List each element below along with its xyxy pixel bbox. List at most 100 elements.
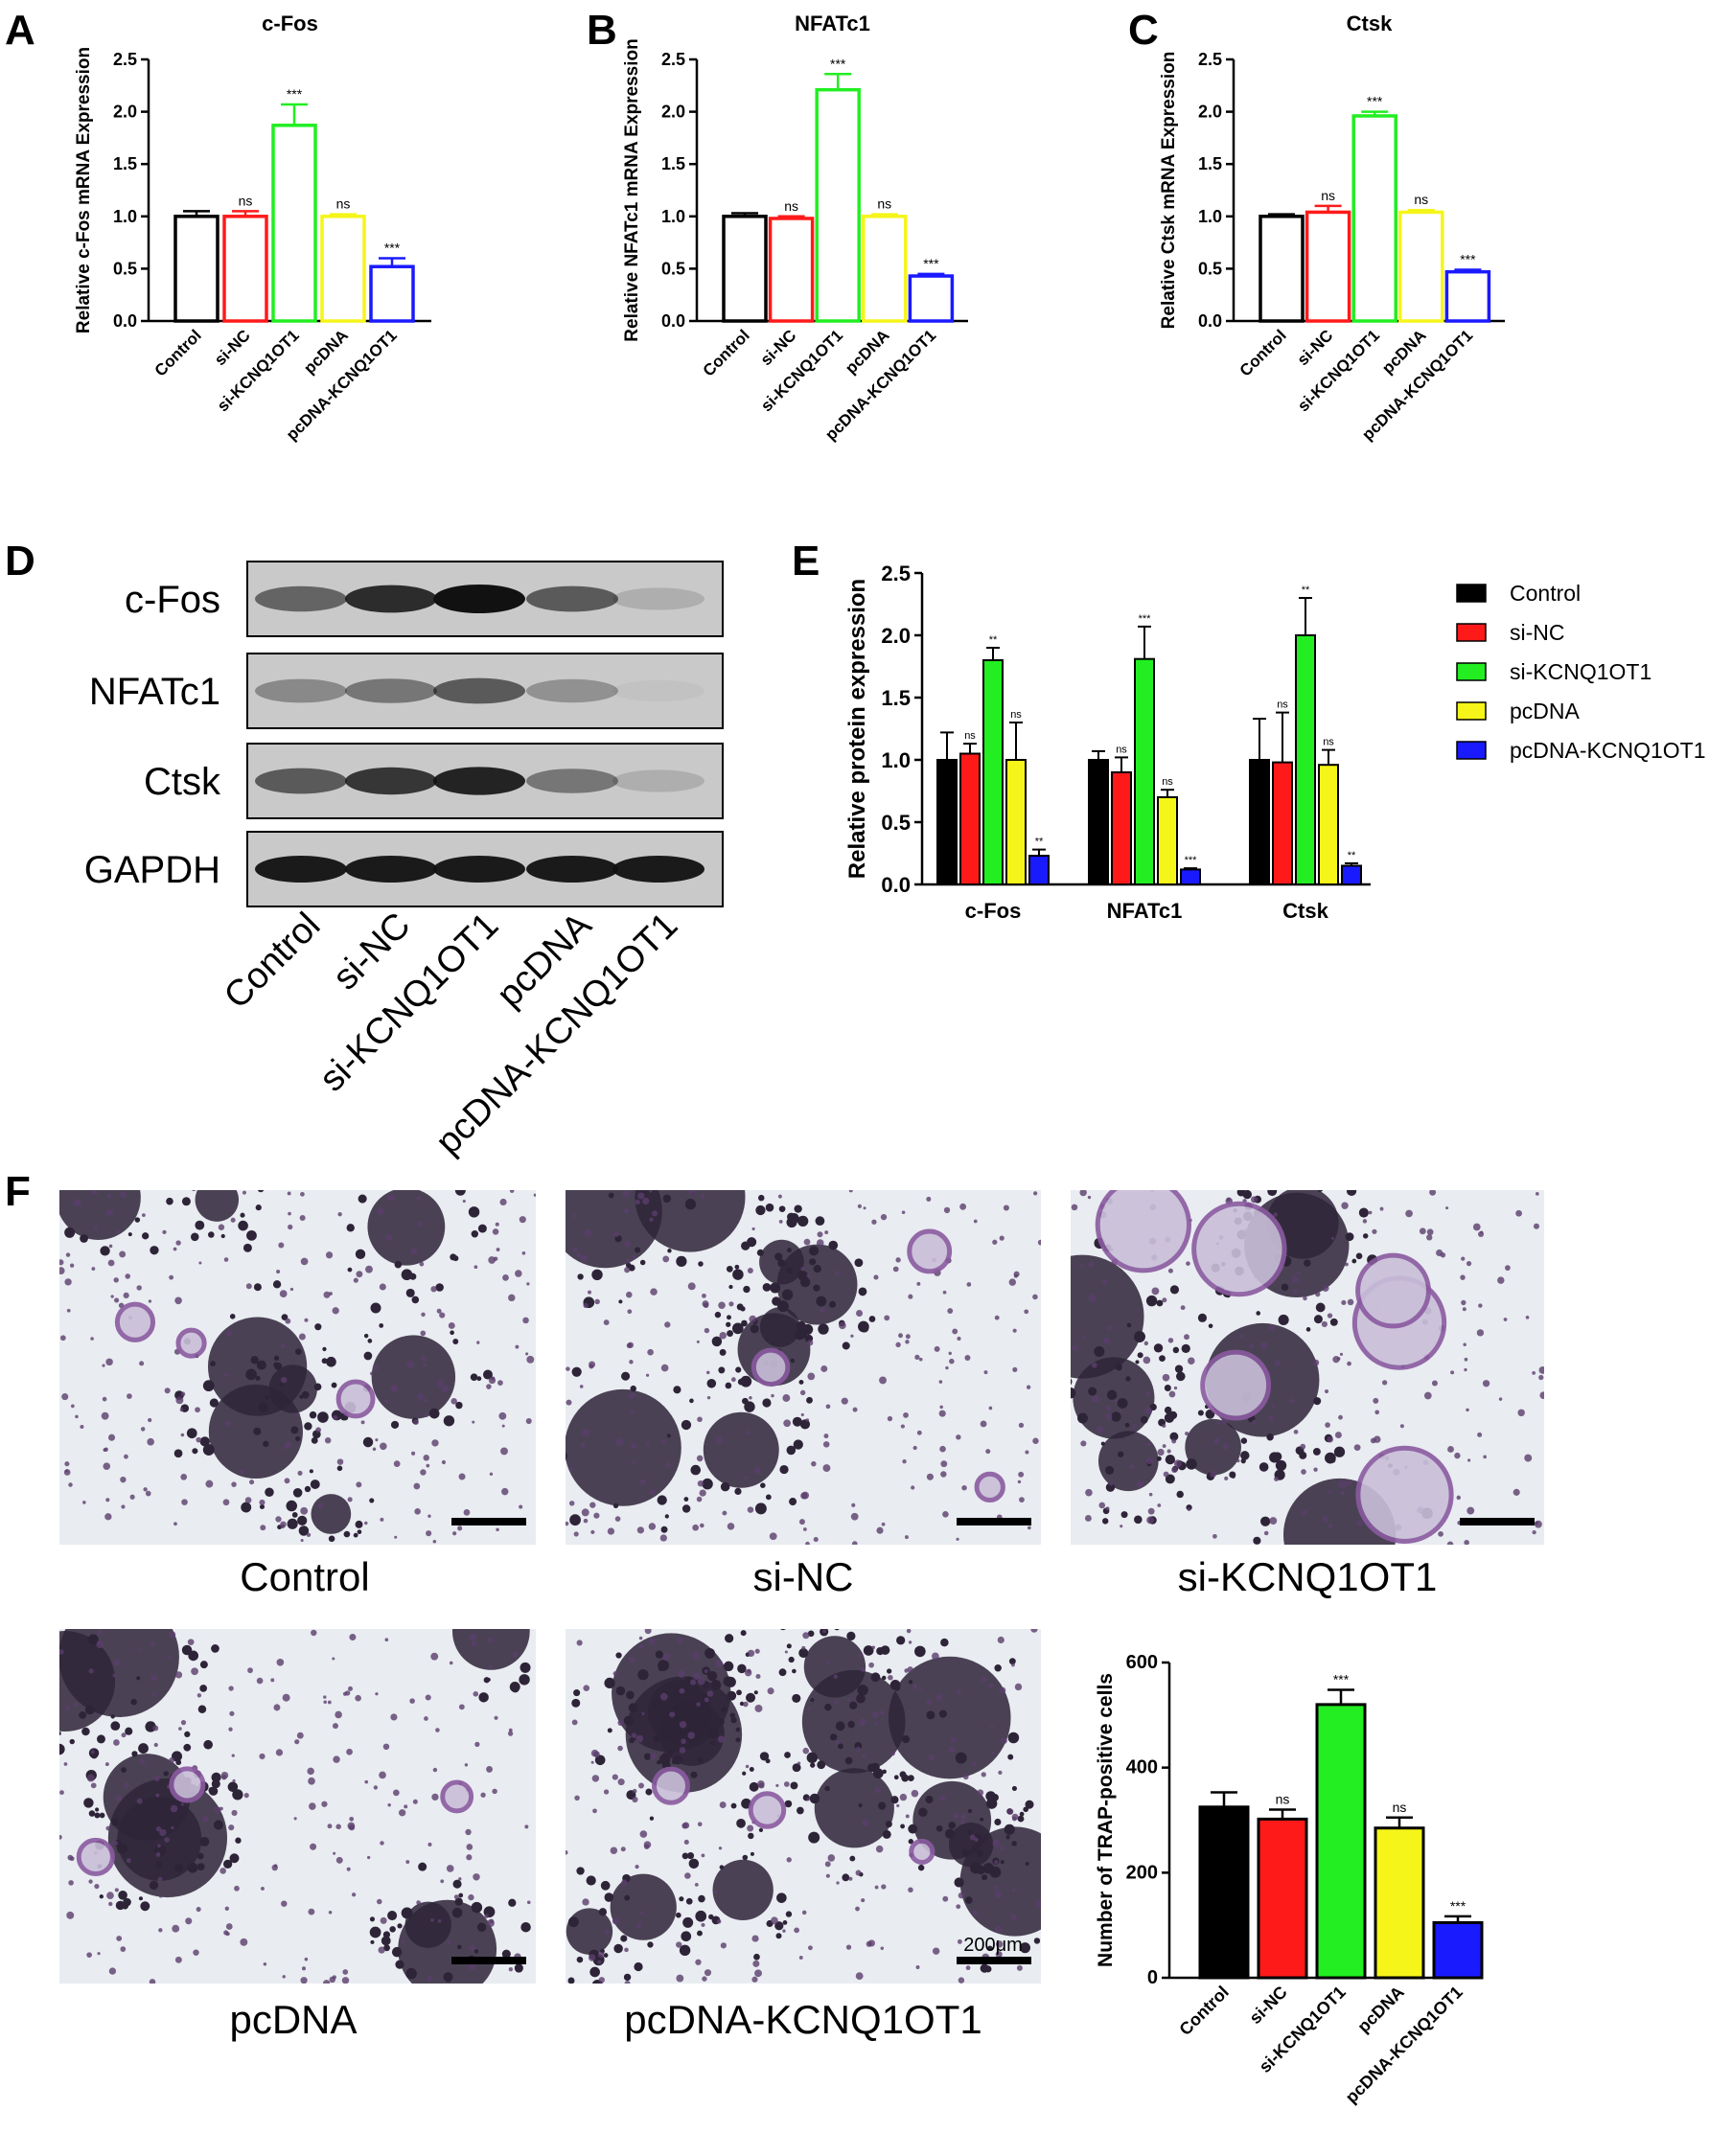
cell (198, 1261, 202, 1265)
cell (195, 1407, 200, 1413)
cell (1030, 1629, 1038, 1633)
cell (842, 1342, 850, 1350)
cell (582, 1429, 590, 1437)
cell-cluster (712, 1859, 774, 1921)
cell (465, 1828, 472, 1836)
cell (664, 1615, 675, 1625)
cell (892, 1684, 901, 1691)
cell (387, 1194, 395, 1202)
cell (926, 1473, 934, 1480)
cell (124, 1454, 128, 1459)
x-tick-label: si-NC (211, 326, 254, 369)
cell (625, 1258, 631, 1264)
bar (1249, 759, 1270, 885)
cell (982, 1863, 994, 1874)
cell (1163, 1471, 1169, 1478)
cell (69, 1263, 75, 1268)
cell (868, 1662, 874, 1668)
cell (370, 1302, 381, 1314)
cell (635, 1734, 644, 1743)
cell (487, 1637, 494, 1643)
cell (1461, 1256, 1466, 1261)
cell (851, 1502, 856, 1507)
cell (195, 1220, 205, 1230)
cell (740, 1630, 747, 1637)
cell (1463, 1342, 1466, 1346)
cell (222, 1859, 233, 1869)
cell (926, 1196, 932, 1202)
cell (1134, 1515, 1143, 1525)
cell (196, 1693, 202, 1698)
cell (482, 1369, 493, 1380)
cell (802, 1527, 807, 1531)
cell (499, 1198, 507, 1206)
cell (435, 1283, 444, 1292)
cell (1429, 1190, 1437, 1196)
cell (1525, 1316, 1530, 1319)
cell (379, 1771, 386, 1779)
cell (420, 1469, 427, 1476)
y-tick-label: 0.5 (881, 811, 911, 835)
cell (902, 1459, 907, 1464)
cell (779, 1464, 789, 1475)
blot-band (255, 856, 347, 883)
y-tick-label: 0.5 (113, 259, 137, 278)
cell (140, 1427, 146, 1432)
cell (240, 1469, 244, 1474)
cell (132, 1130, 137, 1135)
cell (719, 1348, 727, 1356)
cell (39, 1622, 44, 1627)
cell (1464, 1539, 1469, 1545)
significance-label: ns (1321, 188, 1335, 203)
cell (899, 1771, 907, 1778)
cell (651, 1701, 658, 1707)
cell (1267, 1190, 1278, 1197)
cell (484, 1555, 490, 1561)
cell (328, 1911, 333, 1915)
cell (683, 1497, 689, 1502)
cell (450, 1330, 454, 1336)
cell (1136, 1480, 1143, 1488)
cell (778, 1205, 786, 1212)
cell (100, 1246, 110, 1256)
cell (502, 1273, 509, 1281)
cell (1328, 1619, 1333, 1625)
cell (1019, 1942, 1031, 1954)
cell (253, 1427, 262, 1435)
cell (394, 1535, 398, 1539)
cell (152, 1725, 159, 1732)
cell (153, 1776, 160, 1781)
y-tick-label: 2.5 (113, 50, 137, 69)
cell (728, 1284, 733, 1290)
cell (105, 1358, 113, 1366)
cell (760, 1482, 766, 1488)
cell (686, 1616, 697, 1626)
cell (758, 1194, 765, 1202)
cell (107, 1434, 116, 1441)
cell (418, 1862, 427, 1871)
cell (798, 1379, 804, 1385)
bar (768, 217, 815, 323)
cell (1482, 1380, 1490, 1388)
cell (1025, 1450, 1029, 1455)
cell (618, 1299, 623, 1304)
cell (86, 1774, 95, 1782)
cell (647, 1941, 654, 1948)
cell (296, 1412, 301, 1416)
cell (632, 1255, 636, 1260)
cell (462, 1199, 466, 1204)
cell (856, 1310, 864, 1318)
cell (588, 1954, 596, 1961)
cell (807, 1707, 811, 1711)
cell (784, 1752, 791, 1758)
cell (1026, 1385, 1031, 1389)
cell (304, 1318, 309, 1322)
cell (816, 1239, 824, 1247)
cell (1325, 1422, 1330, 1428)
cell (684, 1599, 690, 1605)
cell (59, 1732, 61, 1736)
cell (957, 1336, 961, 1342)
significance-label: ns (1162, 776, 1173, 788)
cell (1346, 1190, 1357, 1197)
cell (276, 1270, 281, 1274)
